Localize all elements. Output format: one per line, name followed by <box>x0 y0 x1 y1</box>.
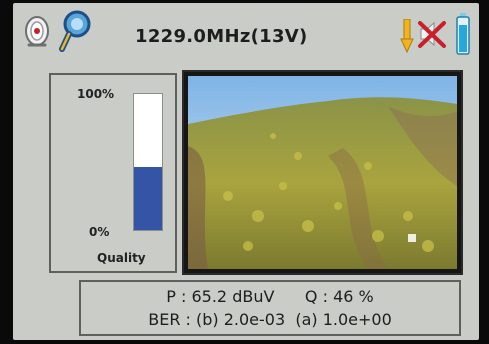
quality-max-label: 100% <box>77 87 115 101</box>
video-preview <box>182 70 463 275</box>
lnb-voltage-icon <box>400 18 414 57</box>
satellite-search-icon[interactable] <box>57 9 93 57</box>
speaker-muted-icon[interactable] <box>417 19 447 53</box>
quality-bar-fill <box>134 167 162 230</box>
video-frame <box>188 76 457 269</box>
battery-icon <box>456 13 470 59</box>
frequency-readout: 1229.0MHz(13V) <box>135 26 308 47</box>
ber-readout: BER : (b) 2.0e-03 (a) 1.0e+00 <box>148 310 392 329</box>
lnb-dish-icon[interactable] <box>23 11 53 55</box>
measurement-panel: P : 65.2 dBuV Q : 46 % BER : (b) 2.0e-03… <box>79 280 461 336</box>
meter-screen: 1229.0MHz(13V) 100% 0% Quali <box>13 3 479 340</box>
quality-bar <box>133 93 163 231</box>
quality-min-label: 0% <box>89 225 110 239</box>
quality-panel: 100% 0% Quality <box>49 73 177 273</box>
status-bar: 1229.0MHz(13V) <box>13 3 479 65</box>
quality-title: Quality <box>97 251 146 265</box>
power-quality-readout: P : 65.2 dBuV Q : 46 % <box>166 287 374 306</box>
